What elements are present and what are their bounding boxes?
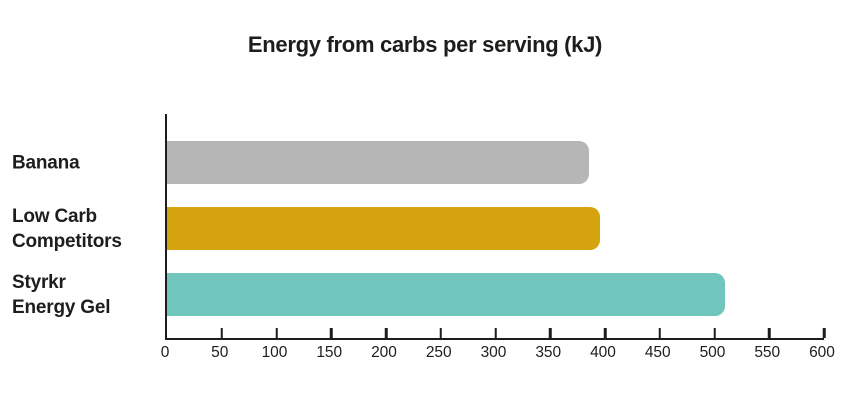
x-axis-tick-label: 250: [425, 344, 452, 361]
x-axis-tick-label: 50: [211, 344, 229, 361]
plot-area: [165, 114, 826, 340]
x-axis-tick-label: 400: [590, 344, 616, 361]
x-axis-tick: [494, 328, 497, 338]
category-labels: Banana Low Carb Competitors Styrkr Energy Ge…: [12, 0, 162, 405]
category-label-line: Energy Gel: [12, 296, 111, 318]
category-label-line: Low Carb: [12, 205, 97, 227]
x-axis-tick: [549, 328, 552, 338]
x-axis-tick-label: 150: [316, 344, 343, 361]
x-axis-tick: [439, 328, 442, 338]
x-axis-tick-label: 600: [809, 344, 835, 361]
x-axis-tick-labels: 0 50 100 150 200 250 300 350 400 450 500 550 600: [161, 344, 835, 366]
x-axis-tick: [768, 328, 771, 338]
x-axis-tick: [603, 328, 607, 338]
chart-title: Energy from carbs per serving (kJ): [247, 32, 603, 57]
x-axis-tick: [713, 328, 716, 338]
category-label-banana: Banana: [12, 150, 80, 175]
x-axis-tick: [275, 328, 278, 338]
x-axis-tick: [330, 328, 333, 338]
bar-low-carb-competitors: [167, 207, 600, 250]
x-axis-tick-label: 450: [644, 344, 671, 361]
x-axis-tick-label: 0: [160, 344, 170, 361]
x-axis-tick-label: 300: [480, 344, 507, 361]
x-axis-tick-label: 200: [371, 344, 397, 361]
category-label-line: Banana: [12, 152, 80, 173]
bar-banana: [167, 141, 589, 184]
category-label-low-carb-competitors: Low Carb Competitors: [12, 204, 122, 254]
category-label-line: Competitors: [12, 230, 122, 252]
x-axis-tick-label: 550: [754, 344, 781, 361]
category-label-styrkr-energy-gel: Styrkr Energy Gel: [12, 270, 111, 320]
category-label-line: Styrkr: [12, 271, 66, 293]
x-axis-tick: [658, 328, 661, 338]
x-axis-tick: [220, 328, 223, 338]
x-axis-tick-label: 500: [699, 344, 726, 361]
bar-styrkr-energy-gel: [167, 273, 726, 316]
x-axis-tick: [384, 328, 388, 338]
x-axis-tick-label: 100: [261, 344, 288, 361]
x-axis-tick: [822, 328, 826, 338]
x-axis-tick-label: 350: [535, 344, 562, 361]
